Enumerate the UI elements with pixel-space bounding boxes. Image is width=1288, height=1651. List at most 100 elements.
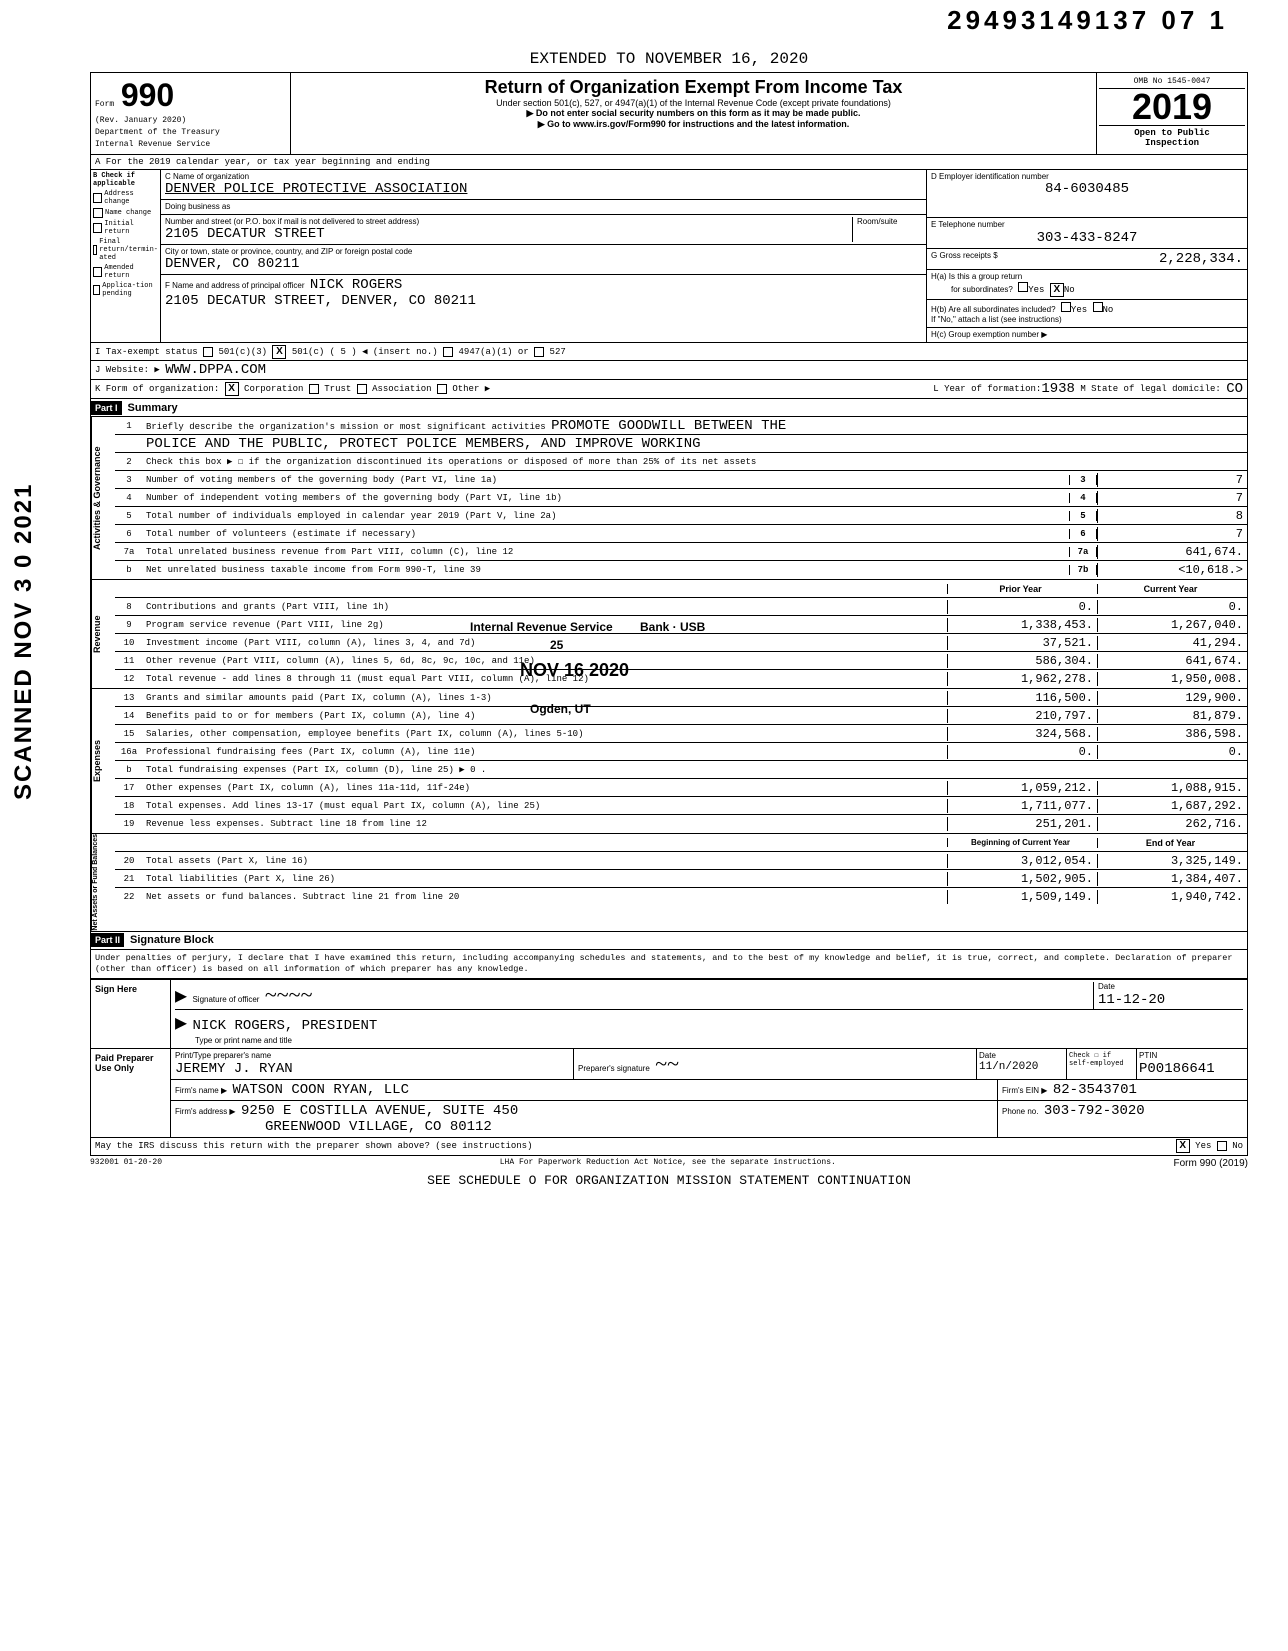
form-title: Return of Organization Exempt From Incom…: [295, 77, 1092, 98]
hc-label: H(c) Group exemption number ▶: [931, 330, 1047, 339]
may-irs-no-chk[interactable]: [1217, 1141, 1227, 1151]
org-name: DENVER POLICE PROTECTIVE ASSOCIATION: [165, 181, 922, 197]
form-dept: Department of the Treasury: [95, 128, 220, 137]
k-corp-chk[interactable]: X: [225, 382, 239, 396]
vtab-expenses: Expenses: [91, 689, 115, 833]
mission-cont: POLICE AND THE PUBLIC, PROTECT POLICE ME…: [143, 436, 1247, 452]
m-label: M State of legal domicile:: [1080, 384, 1220, 394]
part2-title: Signature Block: [124, 934, 214, 946]
part2-header-row: Part II Signature Block: [90, 932, 1248, 950]
footer-code: 932001 01-20-20: [90, 1158, 162, 1169]
firm-phone-label: Phone no.: [1002, 1107, 1038, 1116]
gov-line-7a: 7aTotal unrelated business revenue from …: [115, 543, 1247, 561]
k-assoc-chk[interactable]: [357, 384, 367, 394]
form-header: Form 990 (Rev. January 2020) Department …: [90, 72, 1248, 155]
prep-sig-label: Preparer's signature: [578, 1064, 650, 1073]
k-other-chk[interactable]: [437, 384, 447, 394]
hb-label: H(b) Are all subordinates included?: [931, 305, 1056, 314]
firm-name: WATSON COON RYAN, LLC: [233, 1082, 409, 1098]
penalty-statement: Under penalties of perjury, I declare th…: [90, 950, 1248, 979]
schedule-o-note: SEE SCHEDULE O FOR ORGANIZATION MISSION …: [90, 1173, 1248, 1188]
chk-application[interactable]: Applica-tion pending: [93, 282, 158, 298]
vtab-balances: Net Assets or Fund Balances: [91, 834, 115, 931]
current-year-hdr: Current Year: [1097, 584, 1247, 594]
row-a-tax-year: A For the 2019 calendar year, or tax yea…: [90, 155, 1248, 170]
open-to-public: Open to Public Inspection: [1099, 125, 1245, 150]
firm-addr2: GREENWOOD VILLAGE, CO 80112: [175, 1119, 492, 1135]
irs-stamp-line1: Internal Revenue Service: [470, 620, 613, 634]
form-year-box: OMB No 1545-0047 2019 Open to Public Ins…: [1097, 73, 1247, 154]
website: WWW.DPPA.COM: [165, 362, 266, 378]
sig-date-label: Date: [1098, 982, 1115, 991]
chk-final[interactable]: Final return/termin-ated: [93, 238, 158, 262]
ha-sub: for subordinates?: [931, 285, 1013, 294]
i-527-chk[interactable]: [534, 347, 544, 357]
chk-name[interactable]: Name change: [93, 208, 158, 218]
k-trust-chk[interactable]: [309, 384, 319, 394]
g-gross-label: G Gross receipts $: [931, 251, 998, 267]
line-j: J Website: ▶ WWW.DPPA.COM: [90, 361, 1248, 380]
line1-num: 1: [115, 421, 143, 431]
activities-governance-block: Activities & Governance 1 Briefly descri…: [90, 417, 1248, 580]
city: DENVER, CO 80211: [165, 256, 922, 272]
balances-block: Net Assets or Fund Balances Beginning of…: [90, 834, 1248, 932]
line2-num: 2: [115, 457, 143, 467]
i-501c-chk[interactable]: X: [272, 345, 286, 359]
form-note1: ▶ Do not enter social security numbers o…: [295, 108, 1092, 119]
officer-label: F Name and address of principal officer: [165, 281, 304, 290]
line-13: 13Grants and similar amounts paid (Part …: [115, 689, 1247, 707]
form-990-page-1: 29493149137 07 1 SCANNED NOV 3 0 2021 EX…: [0, 0, 1288, 1651]
irs-stamp-bank: Bank · USB: [640, 620, 705, 634]
paid-preparer-label: Paid Preparer Use Only: [91, 1049, 171, 1137]
ha-yes-chk[interactable]: [1018, 282, 1028, 292]
col-b-label: B Check if applicable: [93, 172, 158, 188]
i-4947-chk[interactable]: [443, 347, 453, 357]
line2-label: Check this box ▶ ☐ if the organization d…: [143, 457, 1247, 467]
dba-label: Doing business as: [165, 202, 230, 211]
line-i: I Tax-exempt status 501(c)(3) X 501(c) (…: [90, 343, 1248, 361]
ha-no-chk[interactable]: X: [1050, 283, 1064, 297]
form-subtitle: Under section 501(c), 527, or 4947(a)(1)…: [295, 98, 1092, 108]
city-label: City or town, state or province, country…: [165, 247, 922, 256]
line-11: 11Other revenue (Part VIII, column (A), …: [115, 652, 1247, 670]
line-14: 14Benefits paid to or for members (Part …: [115, 707, 1247, 725]
irs-stamp-25: 25: [550, 638, 563, 652]
i-501c3-chk[interactable]: [203, 347, 213, 357]
irs-stamp-date: NOV 16 2020: [520, 660, 629, 681]
expenses-block: Expenses 13Grants and similar amounts pa…: [90, 689, 1248, 834]
footer-row: 932001 01-20-20 LHA For Paperwork Reduct…: [90, 1156, 1248, 1171]
sig-officer-label: Signature of officer: [192, 995, 259, 1004]
chk-amended[interactable]: Amended return: [93, 264, 158, 280]
firm-addr1: 9250 E COSTILLA AVENUE, SUITE 450: [241, 1103, 518, 1119]
line-12: 12Total revenue - add lines 8 through 11…: [115, 670, 1247, 688]
may-irs-yes-chk[interactable]: X: [1176, 1139, 1190, 1153]
hb-yes-chk[interactable]: [1061, 302, 1071, 312]
footer-lha: LHA For Paperwork Reduction Act Notice, …: [500, 1158, 836, 1169]
gross-receipts: 2,228,334.: [998, 251, 1243, 267]
sig-date: 11-12-20: [1098, 992, 1165, 1008]
officer-addr: 2105 DECATUR STREET, DENVER, CO 80211: [165, 293, 476, 309]
hb-no-chk[interactable]: [1093, 302, 1103, 312]
line1-label: Briefly describe the organization's miss…: [143, 418, 1247, 434]
street: 2105 DECATUR STREET: [165, 226, 852, 242]
l-label: L Year of formation:: [933, 384, 1041, 394]
form-number: 990: [121, 77, 174, 113]
gov-line-5: 5Total number of individuals employed in…: [115, 507, 1247, 525]
extended-to-line: EXTENDED TO NOVEMBER 16, 2020: [90, 50, 1248, 68]
street-label: Number and street (or P.O. box if mail i…: [165, 217, 852, 226]
form-title-box: Return of Organization Exempt From Incom…: [291, 73, 1097, 154]
ha-label: H(a) Is this a group return: [931, 272, 1022, 281]
footer-form: Form 990 (2019): [1174, 1158, 1248, 1169]
line-20: 20Total assets (Part X, line 16)3,012,05…: [115, 852, 1247, 870]
prep-self-emp: Check ☐ if self-employed: [1067, 1049, 1137, 1079]
firm-phone: 303-792-3020: [1044, 1103, 1145, 1119]
chk-initial[interactable]: Initial return: [93, 220, 158, 236]
part1-header: Part I: [91, 401, 122, 415]
part2-header: Part II: [91, 933, 124, 947]
chk-address[interactable]: Address change: [93, 190, 158, 206]
ptin: P00186641: [1139, 1061, 1215, 1077]
gov-line-4: 4Number of independent voting members of…: [115, 489, 1247, 507]
gov-line-3: 3Number of voting members of the governi…: [115, 471, 1247, 489]
col-c: C Name of organization DENVER POLICE PRO…: [161, 170, 927, 342]
line-22: 22Net assets or fund balances. Subtract …: [115, 888, 1247, 906]
